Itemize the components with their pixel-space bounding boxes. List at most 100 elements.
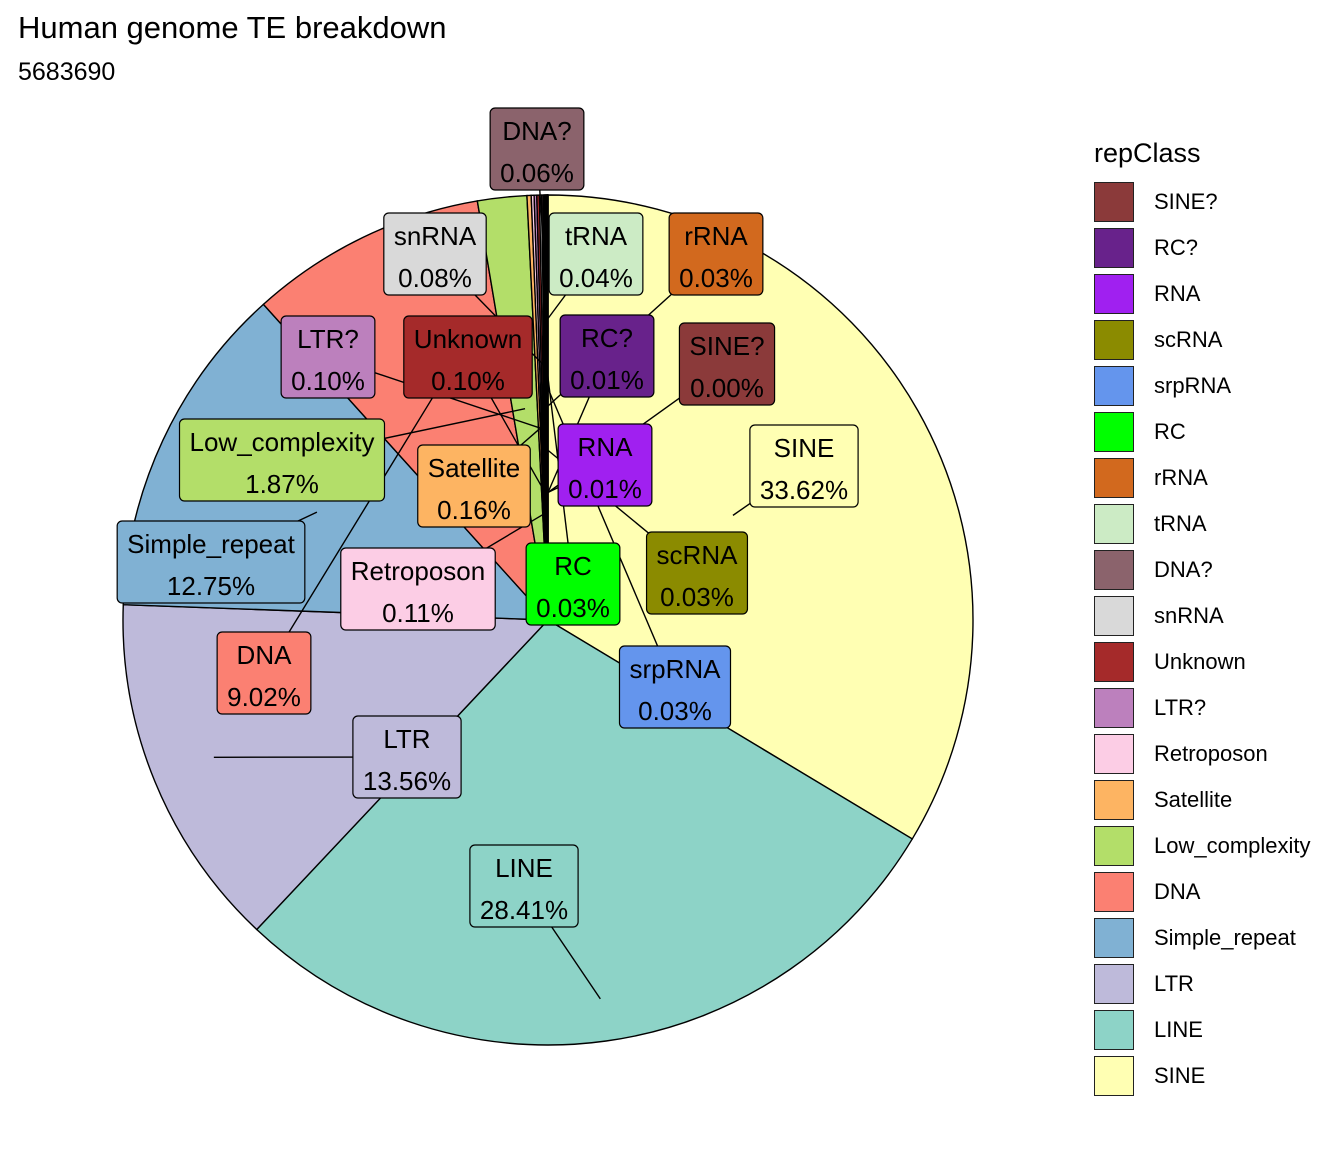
legend-label-sine: SINE bbox=[1154, 1063, 1206, 1088]
slice-label-box-rna bbox=[557, 423, 653, 507]
slice-label-name-satellite: Satellite bbox=[428, 453, 521, 483]
slice-label-sine: SINE? 0.00% bbox=[678, 322, 776, 406]
slice-label-dna: DNA? 0.06% bbox=[489, 107, 585, 191]
slice-label-box-dna bbox=[489, 107, 585, 191]
slice-label-box-unknown bbox=[403, 315, 533, 399]
legend-swatch-trna bbox=[1094, 504, 1134, 544]
legend-label-scrna: scRNA bbox=[1154, 327, 1223, 352]
legend-items: SINE? RC? RNA scRNA srpRNA RC rRNA tRNA DNA? snRN… bbox=[1094, 179, 1311, 1099]
slice-label-percent-sine: 0.00% bbox=[690, 373, 764, 403]
slice-label-percent-rc: 0.01% bbox=[570, 365, 644, 395]
legend-item-sine: SINE? bbox=[1094, 179, 1311, 225]
slice-label-name-ltr: LTR? bbox=[297, 324, 359, 354]
slice-label-name-ltr: LTR bbox=[383, 724, 430, 754]
slice-label-trna: tRNA 0.04% bbox=[548, 212, 644, 296]
legend-item-line: LINE bbox=[1094, 1007, 1311, 1053]
legend-swatch-simple-repeat bbox=[1094, 918, 1134, 958]
legend-swatch-sine bbox=[1094, 1056, 1134, 1096]
slice-label-box-simple-repeat bbox=[116, 520, 306, 604]
slice-label-box-dna bbox=[216, 631, 312, 715]
slice-label-box-trna bbox=[548, 212, 644, 296]
slice-label-percent-line: 28.41% bbox=[480, 895, 568, 925]
slice-label-percent-ltr: 13.56% bbox=[363, 766, 451, 796]
legend-swatch-line bbox=[1094, 1010, 1134, 1050]
legend-label-line: LINE bbox=[1154, 1017, 1203, 1042]
slice-label-name-sine: SINE bbox=[774, 433, 835, 463]
slice-label-name-sine: SINE? bbox=[689, 331, 764, 361]
slice-label-name-dna: DNA bbox=[237, 640, 293, 670]
slice-label-name-rna: RNA bbox=[578, 432, 634, 462]
slice-label-name-snrna: snRNA bbox=[394, 221, 477, 251]
slice-label-scrna: scRNA 0.03% bbox=[645, 531, 749, 615]
legend-item-low-complexity: Low_complexity bbox=[1094, 823, 1311, 869]
slice-label-name-scrna: scRNA bbox=[657, 540, 739, 570]
slice-label-box-ltr bbox=[352, 715, 462, 799]
legend-label-dna: DNA? bbox=[1154, 557, 1213, 582]
legend-item-retroposon: Retroposon bbox=[1094, 731, 1311, 777]
slice-label-name-simple-repeat: Simple_repeat bbox=[127, 529, 295, 559]
legend-swatch-dna bbox=[1094, 550, 1134, 590]
legend-swatch-rc bbox=[1094, 412, 1134, 452]
slice-label-box-rc bbox=[525, 542, 621, 626]
legend-label-rc: RC? bbox=[1154, 235, 1199, 260]
legend-item-unknown: Unknown bbox=[1094, 639, 1311, 685]
pie-chart: SINE 33.62% LINE 28.41% LTR 13.56% Simple_repe… bbox=[116, 107, 974, 1046]
legend-swatch-sine bbox=[1094, 182, 1134, 222]
slice-label-box-ltr bbox=[280, 315, 376, 399]
slice-label-box-rrna bbox=[668, 212, 764, 296]
slice-labels: SINE 33.62% LINE 28.41% LTR 13.56% Simple_repe… bbox=[116, 107, 859, 928]
slice-label-unknown: Unknown 0.10% bbox=[403, 315, 533, 399]
slice-label-retroposon: Retroposon 0.11% bbox=[340, 547, 496, 631]
slice-label-name-low-complexity: Low_complexity bbox=[190, 427, 375, 457]
slice-label-box-line bbox=[469, 844, 579, 928]
slice-label-percent-simple-repeat: 12.75% bbox=[167, 571, 255, 601]
slice-label-percent-rna: 0.01% bbox=[568, 474, 642, 504]
slice-label-percent-low-complexity: 1.87% bbox=[245, 469, 319, 499]
slice-label-percent-dna: 0.06% bbox=[500, 158, 574, 188]
legend-label-srprna: srpRNA bbox=[1154, 373, 1232, 398]
slice-label-snrna: snRNA 0.08% bbox=[383, 212, 487, 296]
slice-label-low-complexity: Low_complexity 1.87% bbox=[178, 418, 386, 502]
slice-label-name-retroposon: Retroposon bbox=[351, 556, 485, 586]
pie-slice-line bbox=[255, 619, 914, 1046]
legend-label-rc: RC bbox=[1154, 419, 1186, 444]
chart-subtitle: 5683690 bbox=[18, 58, 116, 86]
slice-label-rc: RC? 0.01% bbox=[559, 314, 655, 398]
slice-label-rna: RNA 0.01% bbox=[557, 423, 653, 507]
legend-swatch-satellite bbox=[1094, 780, 1134, 820]
slice-label-percent-unknown: 0.10% bbox=[431, 366, 505, 396]
legend-label-trna: tRNA bbox=[1154, 511, 1207, 536]
legend-label-unknown: Unknown bbox=[1154, 649, 1246, 674]
legend-label-retroposon: Retroposon bbox=[1154, 741, 1268, 766]
slice-label-rc: RC 0.03% bbox=[525, 542, 621, 626]
legend-label-low-complexity: Low_complexity bbox=[1154, 833, 1311, 858]
slice-label-name-unknown: Unknown bbox=[414, 324, 522, 354]
slice-label-name-dna: DNA? bbox=[502, 116, 571, 146]
slice-label-box-snrna bbox=[383, 212, 487, 296]
legend-item-rna: RNA bbox=[1094, 271, 1311, 317]
slice-label-percent-trna: 0.04% bbox=[559, 263, 633, 293]
legend-item-dna: DNA bbox=[1094, 869, 1311, 915]
legend-item-sine: SINE bbox=[1094, 1053, 1311, 1099]
legend-swatch-retroposon bbox=[1094, 734, 1134, 774]
legend-swatch-rc bbox=[1094, 228, 1134, 268]
legend-swatch-scrna bbox=[1094, 320, 1134, 360]
legend-label-ltr: LTR? bbox=[1154, 695, 1207, 720]
slice-label-ltr: LTR? 0.10% bbox=[280, 315, 376, 399]
slice-label-satellite: Satellite 0.16% bbox=[417, 444, 531, 528]
slice-label-percent-rrna: 0.03% bbox=[679, 263, 753, 293]
chart-title: Human genome TE breakdown bbox=[18, 10, 447, 45]
slice-label-box-sine bbox=[749, 424, 859, 508]
slice-label-box-low-complexity bbox=[178, 418, 386, 502]
slice-label-sine: SINE 33.62% bbox=[749, 424, 859, 508]
legend-item-ltr: LTR bbox=[1094, 961, 1311, 1007]
legend-label-rna: RNA bbox=[1154, 281, 1201, 306]
slice-label-percent-retroposon: 0.11% bbox=[382, 598, 454, 628]
legend-item-srprna: srpRNA bbox=[1094, 363, 1311, 409]
slice-label-rrna: rRNA 0.03% bbox=[668, 212, 764, 296]
legend-label-simple-repeat: Simple_repeat bbox=[1154, 925, 1296, 950]
slice-label-percent-sine: 33.62% bbox=[760, 475, 848, 505]
legend-swatch-ltr bbox=[1094, 964, 1134, 1004]
slice-label-name-rc: RC bbox=[554, 551, 592, 581]
slice-label-box-rc bbox=[559, 314, 655, 398]
